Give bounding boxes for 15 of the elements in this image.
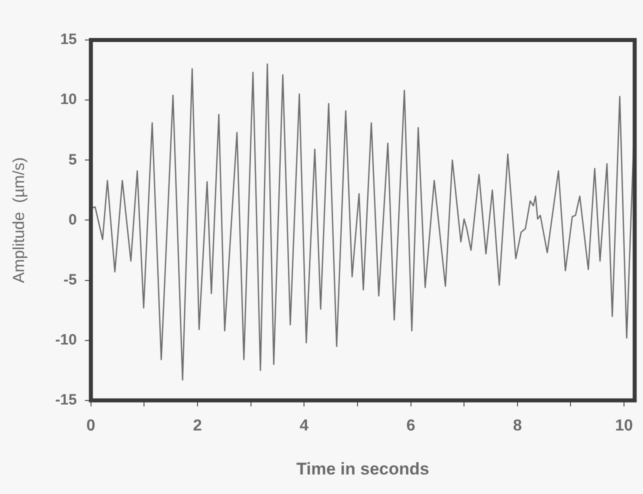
x-tick-label: 2 bbox=[193, 417, 202, 434]
x-tick-label: 4 bbox=[300, 417, 309, 434]
y-axis-title: Amplitude (µm/s) bbox=[11, 157, 28, 284]
x-tick-label: 6 bbox=[406, 417, 416, 434]
y-tick-label: -10 bbox=[55, 331, 77, 348]
x-tick-label: 10 bbox=[615, 417, 634, 434]
x-axis-title: Time in seconds bbox=[296, 459, 430, 478]
y-tick-label: 5 bbox=[68, 151, 77, 168]
y-tick-label: 15 bbox=[60, 31, 77, 48]
y-tick-label: -15 bbox=[55, 392, 77, 409]
y-tick-label: 10 bbox=[60, 91, 77, 108]
x-tick-label: 0 bbox=[86, 417, 96, 434]
x-tick-label: 8 bbox=[512, 417, 522, 434]
y-tick-label: 0 bbox=[68, 211, 77, 228]
y-tick-label: -5 bbox=[64, 271, 77, 288]
